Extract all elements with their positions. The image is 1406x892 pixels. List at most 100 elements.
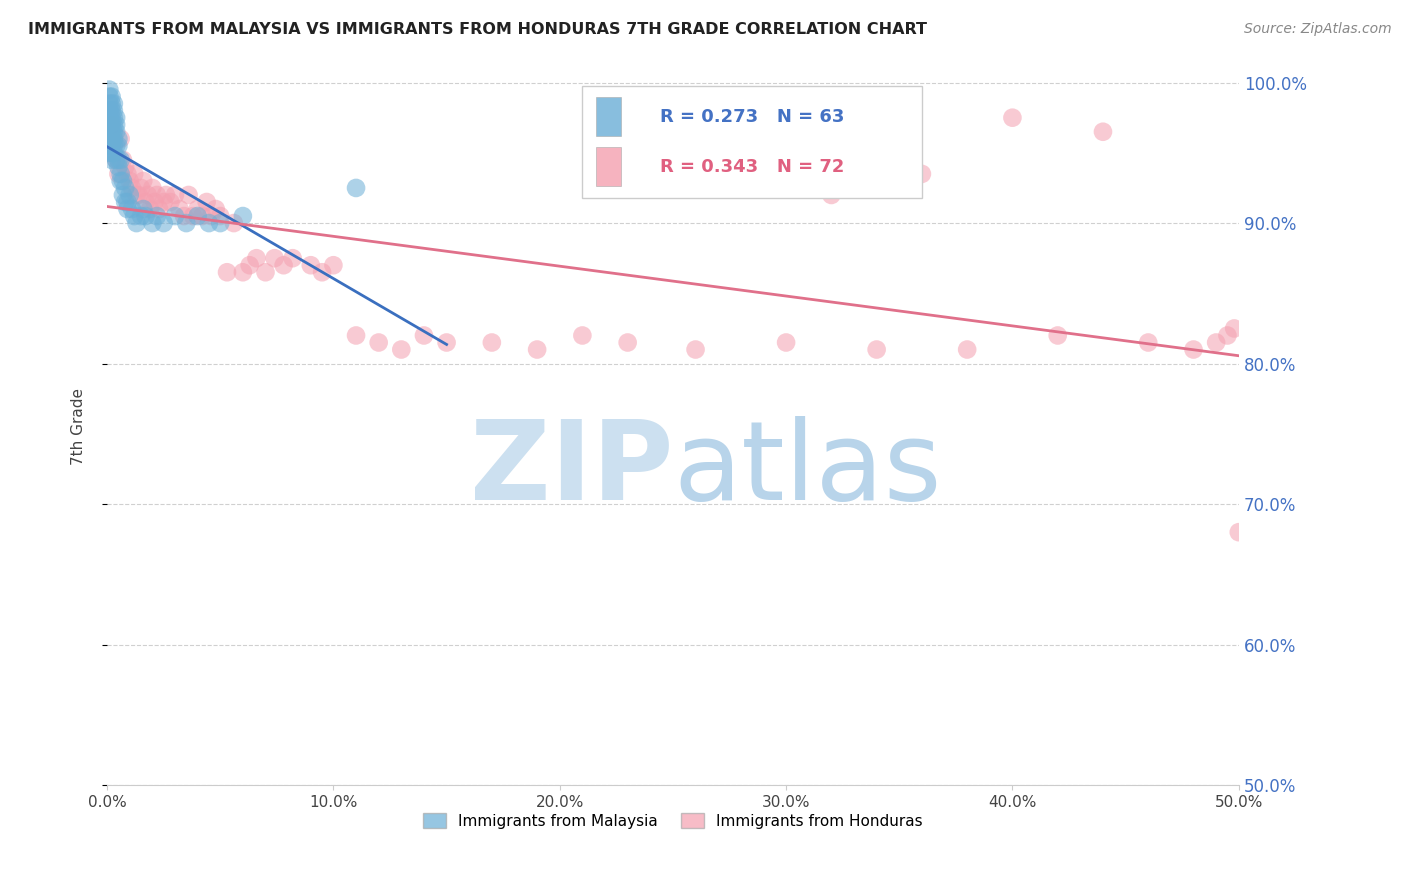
Point bbox=[100, 96, 122, 111]
Point bbox=[114, 194, 136, 209]
Point bbox=[775, 335, 797, 350]
Point bbox=[103, 103, 125, 118]
Point bbox=[107, 132, 129, 146]
Point bbox=[121, 202, 143, 216]
Point bbox=[367, 335, 389, 350]
Point bbox=[111, 174, 134, 188]
Point bbox=[98, 145, 121, 160]
Point bbox=[191, 209, 214, 223]
Point bbox=[118, 174, 141, 188]
Point bbox=[132, 202, 155, 216]
Point bbox=[571, 328, 593, 343]
Point bbox=[177, 188, 200, 202]
Point bbox=[413, 328, 436, 343]
Point bbox=[146, 209, 169, 223]
Point bbox=[911, 167, 934, 181]
Point bbox=[152, 216, 174, 230]
Point bbox=[100, 111, 122, 125]
Point bbox=[103, 118, 125, 132]
Point bbox=[100, 89, 122, 103]
Point bbox=[132, 174, 155, 188]
Point bbox=[129, 209, 152, 223]
Text: R = 0.273   N = 63: R = 0.273 N = 63 bbox=[661, 108, 845, 126]
Point bbox=[344, 328, 367, 343]
Point bbox=[254, 265, 277, 279]
Point bbox=[121, 181, 143, 195]
Point bbox=[209, 209, 232, 223]
Text: IMMIGRANTS FROM MALAYSIA VS IMMIGRANTS FROM HONDURAS 7TH GRADE CORRELATION CHART: IMMIGRANTS FROM MALAYSIA VS IMMIGRANTS F… bbox=[28, 22, 927, 37]
Point bbox=[215, 265, 238, 279]
Point bbox=[436, 335, 458, 350]
Point bbox=[110, 132, 132, 146]
Point bbox=[222, 216, 245, 230]
Point bbox=[103, 138, 125, 153]
Point bbox=[122, 167, 145, 181]
Text: atlas: atlas bbox=[673, 417, 942, 524]
Point bbox=[616, 335, 638, 350]
Point bbox=[1223, 321, 1246, 335]
Point bbox=[187, 202, 209, 216]
Point bbox=[98, 138, 121, 153]
Point bbox=[481, 335, 503, 350]
Point bbox=[98, 118, 121, 132]
Point bbox=[105, 153, 128, 167]
Point bbox=[100, 103, 122, 118]
Point bbox=[1137, 335, 1160, 350]
Text: Source: ZipAtlas.com: Source: ZipAtlas.com bbox=[1244, 22, 1392, 37]
Point bbox=[181, 209, 204, 223]
Point bbox=[685, 343, 707, 357]
Text: R = 0.343   N = 72: R = 0.343 N = 72 bbox=[661, 158, 845, 176]
Point bbox=[263, 251, 285, 265]
Point bbox=[100, 132, 122, 146]
Point bbox=[100, 153, 122, 167]
Point bbox=[865, 343, 887, 357]
Point bbox=[105, 153, 128, 167]
Point bbox=[98, 111, 121, 125]
Point bbox=[245, 251, 267, 265]
Point bbox=[111, 188, 134, 202]
Point bbox=[103, 145, 125, 160]
Point bbox=[107, 138, 129, 153]
Point bbox=[103, 111, 125, 125]
Point bbox=[135, 194, 157, 209]
Point bbox=[174, 216, 197, 230]
Point bbox=[143, 194, 166, 209]
Point bbox=[107, 160, 129, 174]
Point bbox=[100, 118, 122, 132]
Point bbox=[281, 251, 304, 265]
Point bbox=[98, 132, 121, 146]
Point bbox=[125, 188, 148, 202]
Point bbox=[1001, 111, 1024, 125]
Point bbox=[322, 258, 344, 272]
Point bbox=[163, 209, 186, 223]
Point bbox=[195, 194, 218, 209]
Point bbox=[128, 188, 150, 202]
Point bbox=[114, 160, 136, 174]
Point bbox=[122, 209, 145, 223]
Point bbox=[107, 167, 129, 181]
FancyBboxPatch shape bbox=[582, 87, 922, 197]
Point bbox=[173, 209, 195, 223]
Point bbox=[105, 118, 128, 132]
Point bbox=[117, 202, 139, 216]
Point bbox=[118, 188, 141, 202]
Point bbox=[107, 153, 129, 167]
Text: ZIP: ZIP bbox=[470, 417, 673, 524]
Point bbox=[1046, 328, 1069, 343]
Point bbox=[820, 188, 842, 202]
Point bbox=[1205, 335, 1227, 350]
Point bbox=[141, 216, 163, 230]
Point bbox=[146, 188, 169, 202]
Point bbox=[98, 103, 121, 118]
Bar bbox=[596, 97, 621, 136]
Legend: Immigrants from Malaysia, Immigrants from Honduras: Immigrants from Malaysia, Immigrants fro… bbox=[418, 806, 929, 835]
Point bbox=[98, 82, 121, 96]
Point bbox=[956, 343, 979, 357]
Point bbox=[273, 258, 295, 272]
Point bbox=[100, 125, 122, 139]
Point bbox=[187, 209, 209, 223]
Point bbox=[110, 174, 132, 188]
Point bbox=[100, 138, 122, 153]
Point bbox=[105, 125, 128, 139]
Point bbox=[232, 209, 254, 223]
